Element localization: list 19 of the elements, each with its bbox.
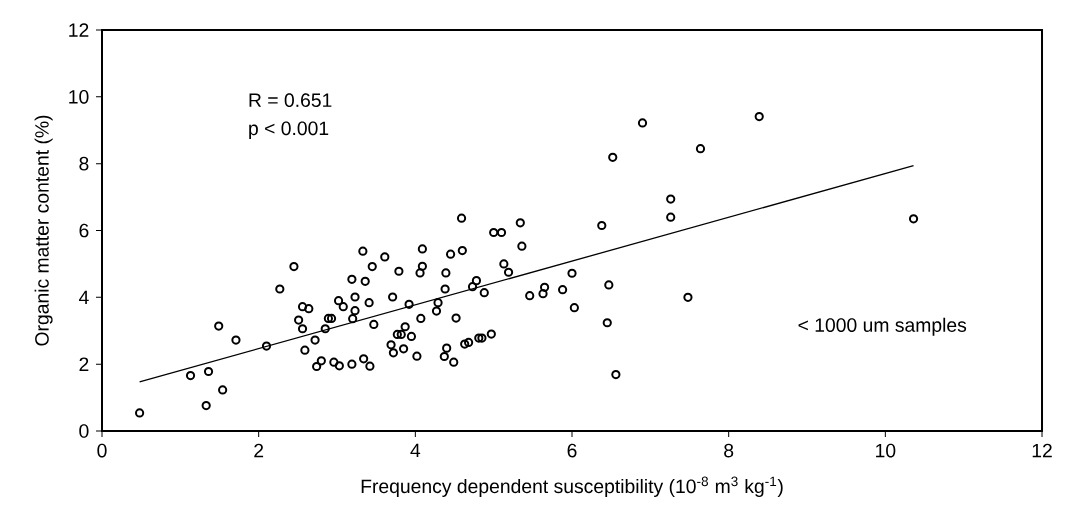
y-axis-title: Organic matter content (%)	[34, 115, 53, 346]
annotation: R = 0.651	[249, 93, 332, 108]
x-tick-label: 6	[567, 443, 577, 458]
y-tick-label: 10	[69, 89, 89, 104]
y-tick-label: 0	[79, 424, 89, 438]
x-axis-title: Frequency dependent susceptibility (10$^{-8}$ m$^{3}$ kg$^{-1}$)	[361, 476, 783, 497]
y-tick-label: 8	[79, 156, 89, 171]
x-tick-label: 4	[410, 443, 421, 458]
y-tick-label: 2	[79, 357, 89, 371]
y-tick-label: 6	[79, 223, 89, 238]
x-tick-label: 10	[876, 443, 896, 458]
x-tick-label: 2	[254, 443, 264, 458]
x-tick-label: 8	[724, 443, 734, 458]
annotation: p < 0.001	[249, 121, 329, 140]
x-tick-label: 0	[97, 443, 107, 458]
annotation: < 1000 um samples	[798, 317, 967, 336]
y-tick-label: 4	[78, 290, 89, 304]
y-tick-label: 12	[69, 23, 89, 37]
x-tick-label: 12	[1032, 443, 1052, 458]
